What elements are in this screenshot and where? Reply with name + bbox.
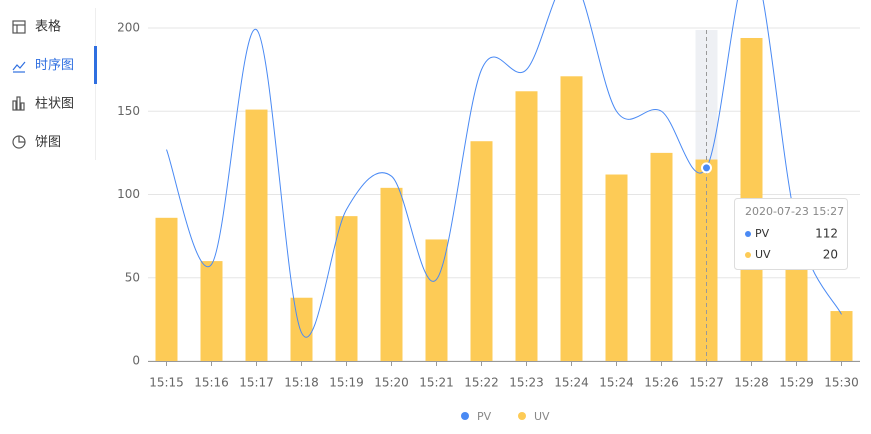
y-tick-label: 200 bbox=[117, 21, 140, 35]
x-tick-label: 15:29 bbox=[779, 376, 814, 390]
tooltip-box bbox=[734, 198, 848, 270]
bar bbox=[245, 109, 268, 362]
x-tick-label: 15:21 bbox=[419, 376, 454, 390]
active-indicator bbox=[94, 46, 97, 84]
legend-label[interactable]: UV bbox=[534, 410, 550, 423]
tooltip-dot bbox=[745, 252, 751, 258]
hover-point bbox=[701, 162, 712, 174]
x-tick-label: 15:24 bbox=[599, 376, 634, 390]
tooltip-name: PV bbox=[755, 227, 770, 240]
x-tick-label: 15:17 bbox=[239, 376, 274, 390]
bar bbox=[650, 152, 673, 361]
bar bbox=[290, 297, 313, 361]
bar bbox=[785, 264, 808, 361]
x-tick-label: 15:27 bbox=[689, 376, 724, 390]
x-tick-label: 15:28 bbox=[734, 376, 769, 390]
tooltip-value: 112 bbox=[815, 227, 838, 241]
tooltip-name: UV bbox=[755, 248, 771, 261]
bar bbox=[200, 261, 223, 361]
x-tick-label: 15:23 bbox=[509, 376, 544, 390]
bar bbox=[425, 239, 448, 361]
x-tick-label: 15:19 bbox=[329, 376, 364, 390]
x-tick-label: 15:24 bbox=[554, 376, 589, 390]
y-tick-label: 50 bbox=[125, 270, 140, 284]
y-tick-label: 100 bbox=[117, 187, 140, 201]
legend-label[interactable]: PV bbox=[477, 410, 492, 423]
tooltip-title: 2020-07-23 15:27 bbox=[745, 205, 844, 218]
x-tick-label: 15:22 bbox=[464, 376, 499, 390]
bar bbox=[380, 187, 403, 361]
x-tick-label: 15:16 bbox=[194, 376, 229, 390]
menu-item[interactable]: 时序图 bbox=[35, 58, 74, 73]
bar bbox=[830, 311, 853, 361]
legend-marker[interactable] bbox=[518, 412, 526, 420]
menu-item[interactable]: 柱状图 bbox=[35, 97, 74, 112]
x-tick-label: 15:26 bbox=[644, 376, 679, 390]
bar bbox=[470, 141, 493, 361]
x-tick-label: 15:30 bbox=[824, 376, 859, 390]
bar bbox=[335, 216, 358, 361]
x-tick-label: 15:20 bbox=[374, 376, 409, 390]
legend-marker[interactable] bbox=[461, 412, 469, 420]
bar bbox=[515, 91, 538, 362]
tooltip-value: 20 bbox=[823, 248, 838, 262]
bar bbox=[605, 174, 628, 361]
menu-item[interactable]: 表格 bbox=[35, 19, 61, 35]
tooltip-dot bbox=[745, 231, 751, 237]
bar bbox=[695, 159, 718, 361]
line bbox=[166, 0, 842, 338]
y-tick-label: 150 bbox=[117, 104, 140, 118]
x-tick-label: 15:18 bbox=[284, 376, 319, 390]
tooltip: 2020-07-23 15:27 PV 112 UV 20 bbox=[734, 198, 848, 270]
bar bbox=[560, 76, 583, 361]
menu-item[interactable]: 饼图 bbox=[35, 135, 61, 150]
bar bbox=[155, 217, 178, 361]
x-tick-label: 15:15 bbox=[149, 376, 184, 390]
y-tick-label: 0 bbox=[132, 354, 140, 368]
menu-icons bbox=[12, 20, 26, 149]
